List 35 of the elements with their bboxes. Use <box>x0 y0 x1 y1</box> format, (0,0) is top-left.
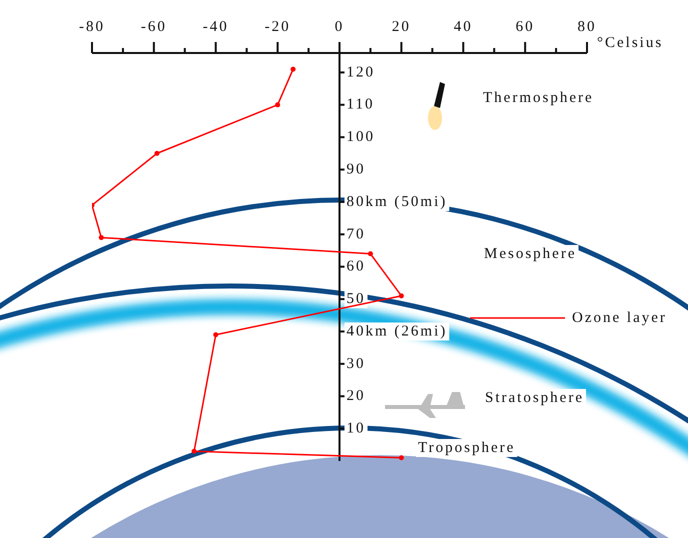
point <box>213 332 218 338</box>
point <box>192 448 197 454</box>
x-tick-label: 60 <box>516 18 535 35</box>
y-tick-label: 60 <box>346 258 366 275</box>
point <box>398 455 404 460</box>
point <box>368 251 373 256</box>
x-tick-label: 40 <box>454 18 473 35</box>
x-tick-label: -40 <box>202 18 229 35</box>
point <box>290 66 296 72</box>
x-tick-label: -60 <box>140 18 167 35</box>
y-tick-label: 80km (50mi) <box>346 194 448 210</box>
x-tick-label: 80 <box>578 18 596 35</box>
y-tick-label: 10 <box>346 420 366 437</box>
annotation: Thermosphere <box>483 90 594 106</box>
y-tick-label: 120 <box>346 64 375 80</box>
point <box>98 235 104 240</box>
x-axis-title: °Celsius <box>597 34 664 51</box>
y-tick-label: 110 <box>346 96 374 113</box>
annotation: Mesosphere <box>484 246 576 262</box>
y-tick-label: 70 <box>346 226 366 242</box>
x-tick-label: -80 <box>79 18 105 35</box>
point <box>398 293 404 298</box>
y-tick-label: 90 <box>346 162 366 178</box>
annotation: Ozone layer <box>572 310 667 326</box>
y-tick-label: 100 <box>346 129 375 146</box>
y-tick-label: 50 <box>346 291 366 308</box>
point <box>275 102 280 108</box>
y-tick-label: 40km (26mi) <box>346 323 448 340</box>
annotation: Stratosphere <box>485 390 584 406</box>
y-tick-label: 30 <box>346 356 366 372</box>
x-tick-label: -20 <box>264 18 291 35</box>
y-tick-label: 20 <box>346 388 366 404</box>
point <box>154 150 160 156</box>
x-tick-label: 0 <box>334 18 344 35</box>
annotation: Troposphere <box>418 440 516 456</box>
